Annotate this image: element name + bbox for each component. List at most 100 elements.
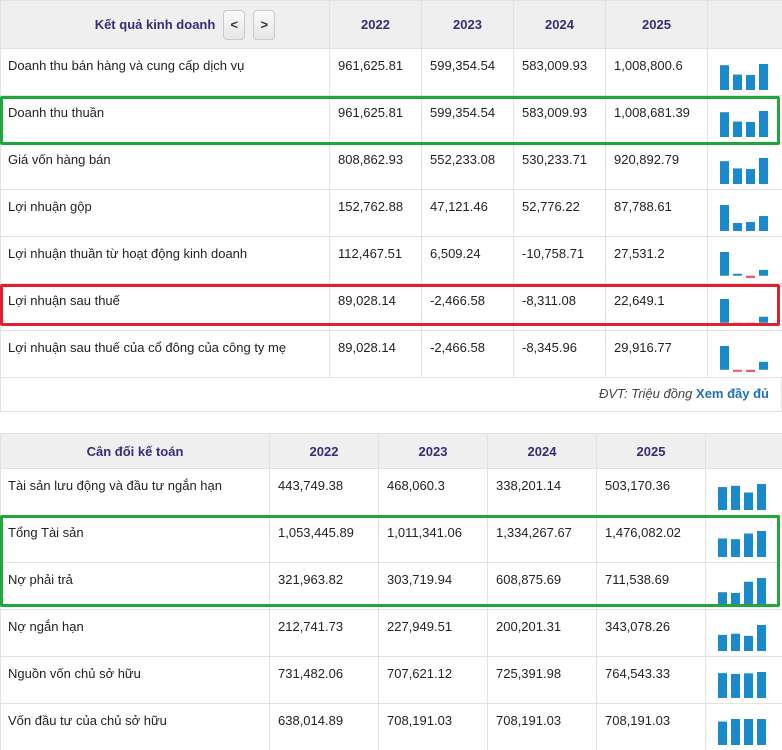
sparkline-bar	[746, 121, 755, 137]
row-value: 708,191.03	[378, 703, 488, 750]
row-label: Doanh thu thuần	[0, 95, 330, 143]
row-value: -8,345.96	[513, 330, 606, 378]
row-value: 89,028.14	[329, 330, 422, 378]
sparkline-bar	[759, 361, 768, 370]
table-row: Lợi nhuận sau thuế 89,028.14 -2,466.58 -…	[0, 283, 782, 331]
row-value: 6,509.24	[421, 236, 514, 284]
table-row: Nợ ngắn hạn 212,741.73 227,949.51 200,20…	[0, 609, 782, 657]
row-value: 583,009.93	[513, 48, 606, 96]
next-period-button[interactable]: >	[253, 9, 276, 40]
year-header: 2024	[487, 433, 597, 469]
sparkline-chart	[718, 672, 766, 698]
table-row: Giá vốn hàng bán 808,862.93 552,233.08 5…	[0, 142, 782, 190]
sparkline-cell[interactable]	[707, 236, 782, 284]
sparkline-bar	[757, 531, 766, 557]
year-header: 2024	[513, 0, 606, 49]
sparkline-chart	[720, 205, 768, 231]
row-value: 321,963.82	[269, 562, 379, 610]
row-value: 338,201.14	[487, 468, 597, 516]
sparkline-cell[interactable]	[707, 95, 782, 143]
sparkline-cell[interactable]	[705, 609, 782, 657]
sparkline-bar	[759, 64, 768, 90]
row-value: 227,949.51	[378, 609, 488, 657]
sparkline-chart	[720, 346, 768, 372]
table-row: Vốn đầu tư của chủ sở hữu 638,014.89 708…	[0, 703, 782, 750]
row-value: 89,028.14	[329, 283, 422, 331]
table-row: Tài sản lưu động và đầu tư ngắn hạn 443,…	[0, 468, 782, 516]
sparkline-bar	[731, 485, 740, 510]
sparkline-cell[interactable]	[707, 283, 782, 331]
row-value: 725,391.98	[487, 656, 597, 704]
row-value: 1,011,341.06	[378, 515, 488, 563]
sparkline-bar	[757, 484, 766, 510]
sparkline-bar	[744, 635, 753, 651]
row-value: 707,621.12	[378, 656, 488, 704]
income-header-row: Kết quả kinh doanh < > 2022 2023 2024 20…	[0, 0, 782, 49]
sparkline-bar	[757, 719, 766, 745]
sparkline-cell[interactable]	[705, 703, 782, 750]
row-value: -10,758.71	[513, 236, 606, 284]
row-label: Nợ ngắn hạn	[0, 609, 270, 657]
table-row: Tổng Tài sản 1,053,445.89 1,011,341.06 1…	[0, 515, 782, 563]
sparkline-bar	[757, 625, 766, 651]
sparkline-bar	[759, 158, 768, 184]
sparkline-cell[interactable]	[705, 562, 782, 610]
sparkline-bar-negative	[733, 369, 742, 372]
sparkline-bar	[744, 492, 753, 510]
sparkline-bar	[757, 578, 766, 604]
row-value: 1,334,267.67	[487, 515, 597, 563]
row-value: 22,649.1	[605, 283, 708, 331]
sparkline-bar	[731, 592, 740, 604]
row-value: 1,053,445.89	[269, 515, 379, 563]
sparkline-bar-negative	[746, 369, 755, 372]
table-row: Lợi nhuận thuần từ hoạt động kinh doanh …	[0, 236, 782, 284]
row-label: Tài sản lưu động và đầu tư ngắn hạn	[0, 468, 270, 516]
sparkline-cell[interactable]	[707, 48, 782, 96]
sparkline-cell[interactable]	[705, 656, 782, 704]
sparkline-bar	[733, 121, 742, 137]
sparkline-cell[interactable]	[705, 468, 782, 516]
row-value: 708,191.03	[487, 703, 597, 750]
sparkline-bar-negative	[746, 322, 755, 325]
row-label: Nguồn vốn chủ sở hữu	[0, 656, 270, 704]
row-label: Lợi nhuận sau thuế của cổ đông của công …	[0, 330, 330, 378]
row-value: 303,719.94	[378, 562, 488, 610]
row-value: 599,354.54	[421, 48, 514, 96]
table-row: Doanh thu thuần 961,625.81 599,354.54 58…	[0, 95, 782, 143]
sparkline-bar	[720, 346, 729, 370]
sparkline-bar	[744, 533, 753, 557]
year-header: 2023	[421, 0, 514, 49]
prev-period-button[interactable]: <	[223, 9, 246, 40]
sparkline-bar	[720, 299, 729, 323]
sparkline-bar	[720, 252, 729, 276]
sparkline-bar	[720, 161, 729, 184]
row-value: 764,543.33	[596, 656, 706, 704]
row-value: 112,467.51	[329, 236, 422, 284]
sparkline-bar	[720, 112, 729, 137]
sparkline-bar	[744, 581, 753, 604]
sparkline-chart	[720, 252, 768, 278]
sparkline-cell[interactable]	[707, 330, 782, 378]
sparkline-cell[interactable]	[705, 515, 782, 563]
sparkline-bar	[733, 273, 742, 276]
row-value: 200,201.31	[487, 609, 597, 657]
row-value: 711,538.69	[596, 562, 706, 610]
row-value: 708,191.03	[596, 703, 706, 750]
income-header-title-cell: Kết quả kinh doanh < >	[0, 0, 330, 49]
sparkline-bar	[718, 721, 727, 745]
unit-note: ĐVT: Triệu đồng	[598, 386, 693, 401]
sparkline-chart	[720, 299, 768, 325]
sparkline-bar	[731, 673, 740, 698]
row-label: Tổng Tài sản	[0, 515, 270, 563]
sparkline-cell[interactable]	[707, 142, 782, 190]
row-value: 1,008,681.39	[605, 95, 708, 143]
sparkline-cell[interactable]	[707, 189, 782, 237]
sparkline-chart	[720, 111, 768, 137]
row-value: 961,625.81	[329, 95, 422, 143]
year-header: 2023	[378, 433, 488, 469]
view-full-link[interactable]: Xem đầy đủ	[696, 386, 769, 401]
row-value: 638,014.89	[269, 703, 379, 750]
sparkline-bar	[733, 168, 742, 184]
table-row: Nợ phải trả 321,963.82 303,719.94 608,87…	[0, 562, 782, 610]
row-value: 468,060.3	[378, 468, 488, 516]
